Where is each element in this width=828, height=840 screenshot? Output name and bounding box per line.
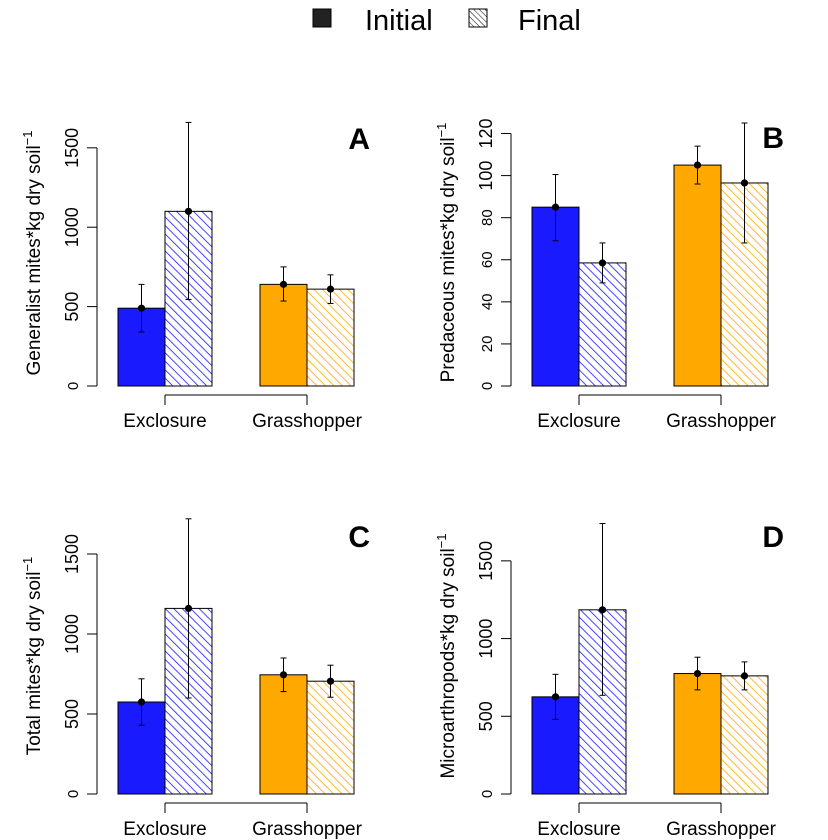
y-tick-label: 1000: [62, 614, 82, 654]
legend-label-initial: Initial: [365, 5, 433, 37]
y-axis-label: Generalist mites*kg dry soil−1: [20, 130, 45, 375]
mean-point: [137, 304, 146, 312]
mean-point: [598, 606, 607, 614]
mean-point: [279, 671, 288, 679]
y-axis-label: Total mites*kg dry soil−1: [20, 557, 45, 756]
mean-point: [184, 604, 193, 612]
y-tick-label: 120: [476, 118, 496, 148]
mean-point: [551, 693, 560, 701]
mean-point: [184, 207, 193, 215]
x-tick-label: Exclosure: [537, 411, 620, 432]
panel-letter: A: [348, 123, 370, 156]
mean-point: [740, 672, 749, 680]
y-tick-label: 0: [65, 790, 82, 798]
panel-a-chart: 0 500 1000 1500 Generalist mites*kg dry soil…: [20, 121, 370, 432]
y-tick-label: 500: [476, 701, 496, 731]
y-tick-label: 0: [479, 790, 496, 798]
y-tick-label: 1000: [476, 619, 496, 659]
mean-point: [326, 285, 335, 293]
y-tick-label: 20: [479, 336, 496, 353]
y-tick-label: 500: [62, 699, 82, 729]
panel-c-chart: 0 500 1000 1500 Total mites*kg dry soil−1 C Ex…: [20, 518, 370, 840]
mean-point: [598, 259, 607, 267]
mean-point: [326, 677, 335, 685]
legend-swatch-final: [468, 8, 488, 28]
panel-letter: D: [762, 521, 784, 554]
y-tick-label: 40: [479, 293, 496, 310]
bar-grasshopper-initial: [673, 673, 722, 795]
mean-point: [137, 698, 146, 706]
bar-grasshopper-initial: [259, 674, 308, 795]
bar-grasshopper-initial: [673, 164, 722, 387]
y-tick-label: 0: [65, 382, 82, 390]
y-tick-label: 1000: [62, 207, 82, 247]
legend-label-final: Final: [518, 5, 581, 37]
mean-point: [693, 669, 702, 678]
bar-grasshopper-final: [720, 675, 769, 795]
x-tick-label: Exclosure: [123, 819, 206, 840]
x-tick-label: Grasshopper: [252, 411, 363, 432]
panel-b-chart: 0 20 40 60 80 100 120 Predaceous mites*kg dry s…: [434, 118, 784, 432]
y-tick-label: 1500: [62, 534, 82, 574]
x-tick-label: Grasshopper: [252, 819, 363, 840]
chart-legend: Initial Final: [312, 5, 581, 37]
legend-swatch-initial: [312, 8, 332, 28]
y-tick-label: 500: [62, 292, 82, 322]
bar-grasshopper-final: [306, 288, 355, 387]
panel-letter: C: [348, 521, 370, 554]
y-tick-label: 100: [476, 161, 496, 191]
mean-point: [740, 179, 749, 187]
y-tick-label: 60: [479, 251, 496, 268]
x-tick-label: Grasshopper: [666, 411, 777, 432]
panel-d-chart: 0 500 1000 1500 Microarthropods*kg dry soil−…: [434, 521, 784, 840]
panel-letter: B: [762, 122, 784, 155]
bar-exclosure-final: [578, 262, 627, 387]
y-tick-label: 1500: [476, 541, 496, 581]
mean-point: [279, 280, 288, 288]
y-tick-label: 80: [479, 209, 496, 226]
bar-grasshopper-final: [306, 680, 355, 795]
x-tick-label: Exclosure: [123, 411, 206, 432]
y-tick-label: 1500: [62, 128, 82, 168]
y-tick-label: 0: [479, 382, 496, 390]
x-tick-label: Grasshopper: [666, 819, 777, 840]
mean-point: [551, 203, 560, 211]
x-tick-label: Exclosure: [537, 819, 620, 840]
y-axis-label: Microarthropods*kg dry soil−1: [434, 533, 459, 778]
mean-point: [693, 161, 702, 169]
y-axis-label: Predaceous mites*kg dry soil−1: [434, 123, 459, 383]
